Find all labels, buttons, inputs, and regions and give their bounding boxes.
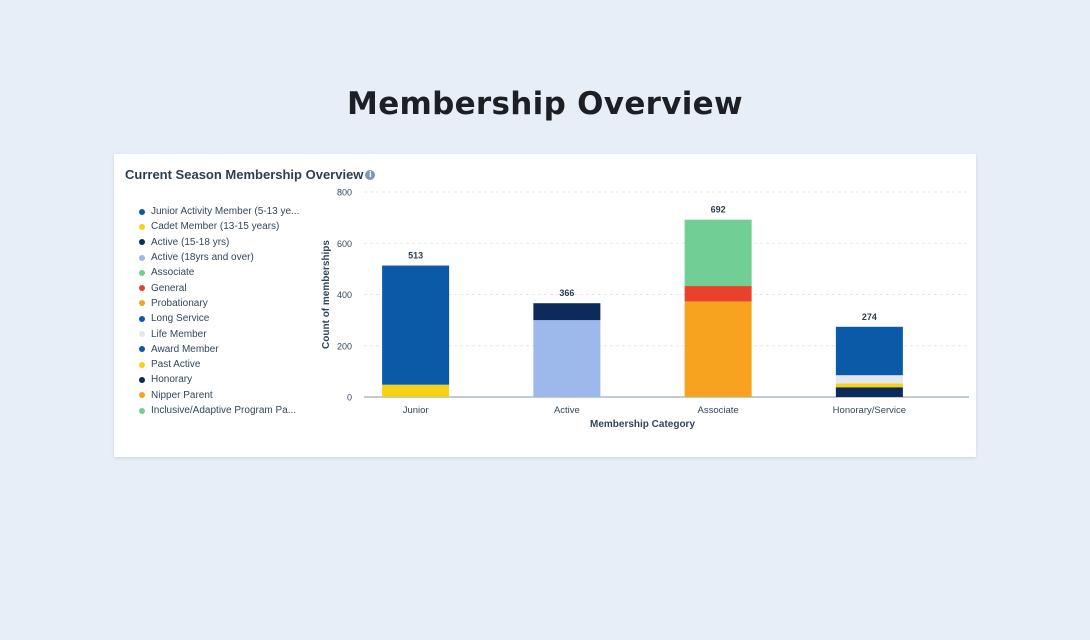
x-tick-label: Active bbox=[554, 405, 580, 416]
stacked-bar-chart: 0 200 400 600 800 Count of memberships 513 Juni… bbox=[321, 188, 969, 430]
bar-total-label: 366 bbox=[559, 288, 574, 298]
y-tick-label: 600 bbox=[337, 239, 352, 249]
bar-segment[interactable] bbox=[382, 265, 450, 385]
bar-segment[interactable] bbox=[835, 326, 903, 376]
legend-label: Life Member bbox=[151, 328, 207, 340]
bar-segment[interactable] bbox=[533, 303, 601, 321]
legend-swatch bbox=[139, 376, 145, 383]
x-axis-label: Membership Category bbox=[590, 419, 695, 430]
legend-label: Junior Activity Member (5-13 ye... bbox=[151, 206, 300, 218]
y-tick-label: 400 bbox=[337, 290, 352, 300]
chart-card: Current Season Membership Overview i Jun… bbox=[114, 154, 976, 457]
legend-swatch bbox=[139, 407, 145, 414]
legend-label: Honorary bbox=[151, 374, 193, 386]
legend-item[interactable]: Honorary bbox=[139, 372, 299, 387]
legend-swatch bbox=[139, 346, 145, 353]
x-tick-label: Honorary/Service bbox=[833, 405, 906, 416]
bar-segment[interactable] bbox=[533, 320, 601, 397]
legend-swatch bbox=[139, 254, 145, 261]
bar-total-label: 692 bbox=[711, 205, 726, 215]
legend-label: Inclusive/Adaptive Program Pa... bbox=[151, 405, 297, 416]
y-tick-label: 200 bbox=[337, 341, 352, 351]
legend-swatch bbox=[139, 300, 145, 307]
legend-swatch bbox=[139, 269, 145, 276]
info-icon[interactable]: i bbox=[365, 169, 376, 180]
y-axis-label: Count of memberships bbox=[321, 240, 332, 349]
legend-swatch bbox=[139, 223, 145, 230]
legend-swatch bbox=[139, 285, 145, 292]
legend-item[interactable]: Cadet Member (13-15 years) bbox=[139, 219, 299, 234]
legend-label: Active (15-18 yrs) bbox=[151, 236, 230, 248]
legend-swatch bbox=[139, 392, 145, 399]
legend-item[interactable]: Inclusive/Adaptive Program Pa... bbox=[139, 403, 299, 418]
x-tick-label: Associate bbox=[698, 405, 739, 416]
legend-label: Award Member bbox=[151, 343, 219, 355]
legend-label: Cadet Member (13-15 years) bbox=[151, 221, 280, 233]
legend-item[interactable]: Award Member bbox=[139, 342, 299, 357]
bar-segment[interactable] bbox=[684, 301, 752, 397]
bar-segment[interactable] bbox=[382, 384, 450, 397]
legend-label: Active (18yrs and over) bbox=[151, 252, 254, 264]
card-title: Current Season Membership Overview i bbox=[125, 167, 376, 182]
legend-label: General bbox=[151, 282, 187, 294]
legend-item[interactable]: Life Member bbox=[139, 326, 299, 341]
legend-label: Associate bbox=[151, 267, 195, 279]
legend-swatch bbox=[139, 239, 145, 246]
legend-label: Past Active bbox=[151, 359, 201, 371]
y-tick-label: 0 bbox=[347, 393, 352, 403]
bar-segment[interactable] bbox=[684, 286, 752, 302]
legend-swatch bbox=[139, 208, 145, 215]
legend-item[interactable]: Past Active bbox=[139, 357, 299, 372]
legend-label: Nipper Parent bbox=[151, 389, 213, 401]
bar-segment[interactable] bbox=[835, 383, 903, 388]
legend-label: Long Service bbox=[151, 313, 210, 325]
legend-label: Probationary bbox=[151, 297, 208, 309]
legend-item[interactable]: Junior Activity Member (5-13 ye... bbox=[139, 204, 299, 219]
bar-total-label: 513 bbox=[408, 251, 423, 261]
y-tick-label: 800 bbox=[337, 188, 352, 198]
legend-swatch bbox=[139, 315, 145, 322]
legend-swatch bbox=[139, 361, 145, 368]
bar-segment[interactable] bbox=[684, 219, 752, 287]
bar-segment[interactable] bbox=[835, 387, 903, 397]
bar-segment[interactable] bbox=[835, 375, 903, 384]
legend-item[interactable]: Active (15-18 yrs) bbox=[139, 235, 299, 250]
card-title-text: Current Season Membership Overview bbox=[125, 167, 364, 182]
legend-item[interactable]: General bbox=[139, 280, 299, 295]
legend-item[interactable]: Probationary bbox=[139, 296, 299, 311]
legend-swatch bbox=[139, 331, 145, 338]
bar-total-label: 274 bbox=[862, 312, 877, 322]
legend-item[interactable]: Long Service bbox=[139, 311, 299, 326]
legend-item[interactable]: Nipper Parent bbox=[139, 388, 299, 403]
page-title: Membership Overview bbox=[347, 86, 743, 122]
chart-legend: Junior Activity Member (5-13 ye... Cadet … bbox=[139, 204, 299, 418]
legend-item[interactable]: Active (18yrs and over) bbox=[139, 250, 299, 265]
legend-item[interactable]: Associate bbox=[139, 265, 299, 280]
x-tick-label: Junior bbox=[403, 405, 429, 416]
